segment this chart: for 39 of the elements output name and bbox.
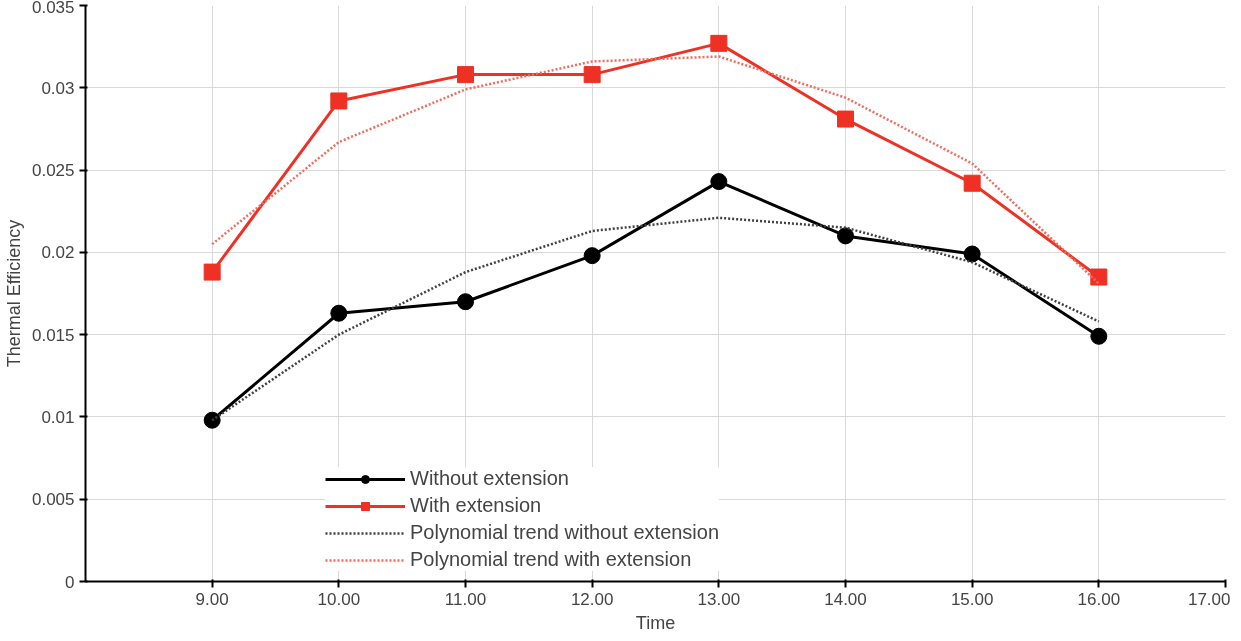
y-tick-label: 0.005 xyxy=(31,490,75,510)
x-tick-label: 12.00 xyxy=(570,589,614,609)
point xyxy=(1090,327,1108,345)
point xyxy=(457,66,474,84)
point xyxy=(203,263,221,281)
legend-label: Polynomial trend without extension xyxy=(410,521,720,544)
point xyxy=(330,92,348,110)
point xyxy=(583,66,601,84)
point xyxy=(1090,268,1108,286)
x-tick-label: 11.00 xyxy=(444,589,487,609)
x-axis-title: Time xyxy=(635,612,676,633)
point xyxy=(963,245,981,263)
x-tick-label: 10.00 xyxy=(317,589,361,609)
y-tick-label: 0.035 xyxy=(31,0,75,17)
y-tick-label: 0.01 xyxy=(41,407,75,427)
y-tick-label: 0.03 xyxy=(41,78,75,98)
point xyxy=(457,293,474,311)
legend-label: With extension xyxy=(410,494,542,517)
y-tick-label: 0.025 xyxy=(31,161,75,181)
x-tick-label: 16.00 xyxy=(1077,589,1121,609)
y-tick-label: 0 xyxy=(65,572,75,592)
legend-label: Polynomial trend with extension xyxy=(410,548,692,571)
x-tick-label: 14.00 xyxy=(824,589,867,609)
legend-label: Without extension xyxy=(410,467,569,490)
point xyxy=(837,110,854,128)
x-tick-label: 17.00 xyxy=(1187,589,1231,609)
point xyxy=(837,227,854,245)
point xyxy=(583,247,601,265)
point xyxy=(963,174,981,192)
x-tick-label: 13.00 xyxy=(697,589,741,609)
point xyxy=(710,34,728,52)
point xyxy=(330,304,348,322)
x-tick-label: 15.00 xyxy=(950,589,994,609)
y-axis-title: Thermal Efficiency xyxy=(3,219,24,368)
point xyxy=(710,173,728,191)
y-tick-label: 0.02 xyxy=(41,243,75,263)
x-tick-label: 9.00 xyxy=(195,589,229,609)
point xyxy=(203,411,221,429)
y-tick-label: 0.015 xyxy=(31,325,75,345)
